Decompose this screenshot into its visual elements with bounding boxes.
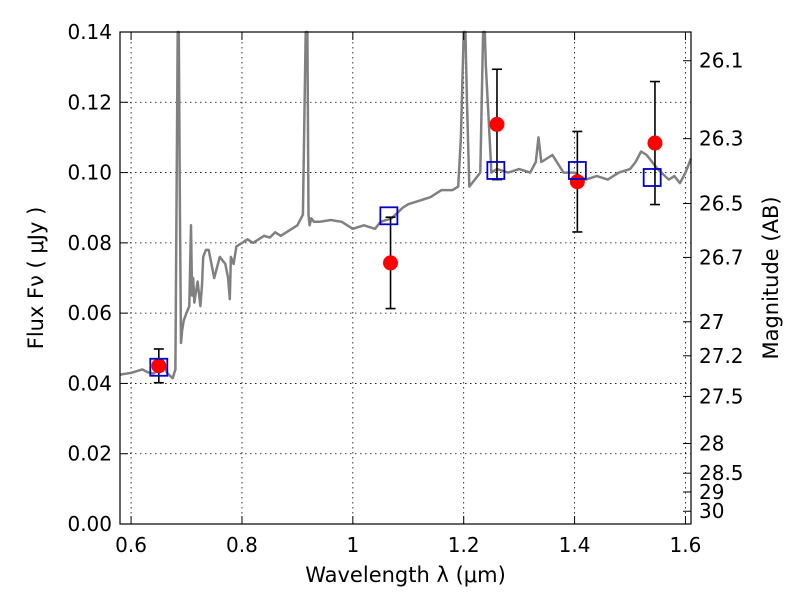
x-tick-label: 1.2 [448, 533, 480, 557]
y2-tick-label: 26.5 [699, 191, 744, 215]
y2-tick-label: 27.5 [699, 384, 744, 408]
y-tick-label: 0.06 [67, 301, 112, 325]
data-points-layer [149, 68, 663, 384]
observed-point [569, 174, 585, 190]
y-axis-label: Flux Fν ( μJy ) [24, 207, 48, 350]
y-tick-label: 0.02 [67, 442, 112, 466]
y-tick-label: 0.14 [67, 20, 112, 44]
y2-tick-label: 29 [699, 480, 724, 504]
observed-point [489, 116, 505, 132]
y2-tick-label: 26.7 [699, 245, 744, 269]
y-tick-label: 0.10 [67, 161, 112, 185]
x-tick-label: 1.6 [670, 533, 702, 557]
x-tick-label: 1.4 [559, 533, 591, 557]
y2-tick-label: 27 [699, 310, 724, 334]
x-axis-label: Wavelength λ (μm) [305, 563, 506, 587]
model-spectrum-line [119, 30, 693, 380]
model-spectrum-layer [119, 30, 693, 380]
model-photometry-point [149, 357, 169, 377]
x-tick-label: 0.6 [115, 533, 147, 557]
y-tick-label: 0.00 [67, 512, 112, 536]
y2-tick-label: 27.2 [699, 344, 744, 368]
model-photometry-point [486, 161, 506, 180]
x-tick-label: 1 [346, 533, 359, 557]
x-tick-label: 0.8 [226, 533, 258, 557]
y2-tick-label: 28 [699, 431, 724, 455]
ticks: 0.6 0.8 1 1.2 1.4 1.6 0.00 0.02 0.04 0.06 0.08 0.10… [67, 20, 743, 557]
y-tick-label: 0.08 [67, 231, 112, 255]
y2-tick-label: 26.3 [699, 127, 744, 151]
model-photometry-point [642, 168, 662, 187]
observed-point [647, 135, 663, 151]
model-photometry-point [567, 161, 587, 180]
y-tick-label: 0.04 [67, 371, 112, 395]
y2-tick-label: 26.1 [699, 49, 744, 73]
grid [120, 31, 691, 525]
plot-frame [119, 31, 692, 525]
observed-point [151, 358, 167, 374]
y2-tick-label: 30 [699, 499, 724, 523]
y-tick-label: 0.12 [67, 90, 112, 114]
observed-point [383, 255, 399, 271]
y2-tick-label: 28.5 [699, 461, 744, 485]
model-photometry-point [379, 206, 399, 226]
y2-axis-label: Magnitude (AB) [759, 196, 783, 359]
